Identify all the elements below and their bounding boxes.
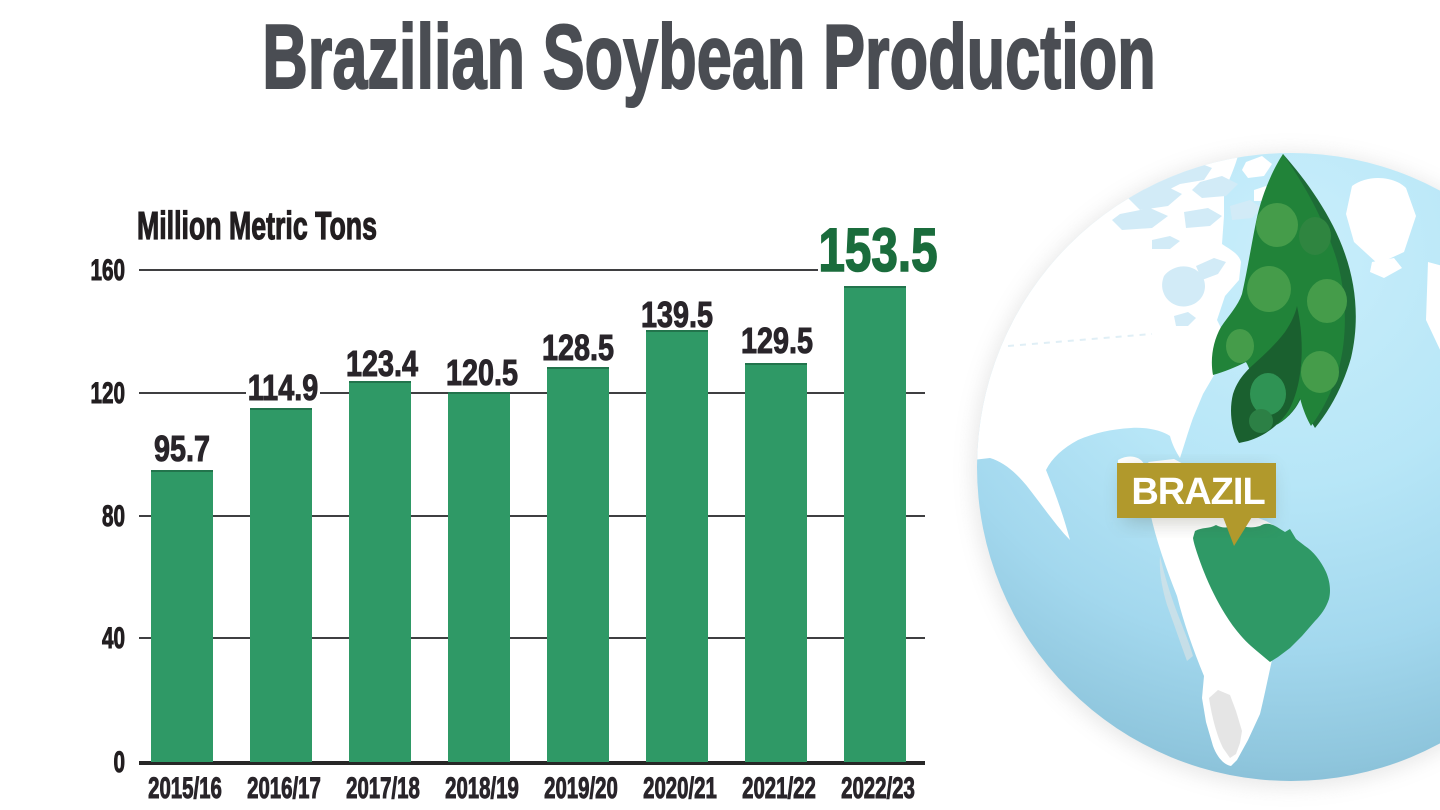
svg-text:BRAZIL: BRAZIL bbox=[1131, 471, 1265, 513]
